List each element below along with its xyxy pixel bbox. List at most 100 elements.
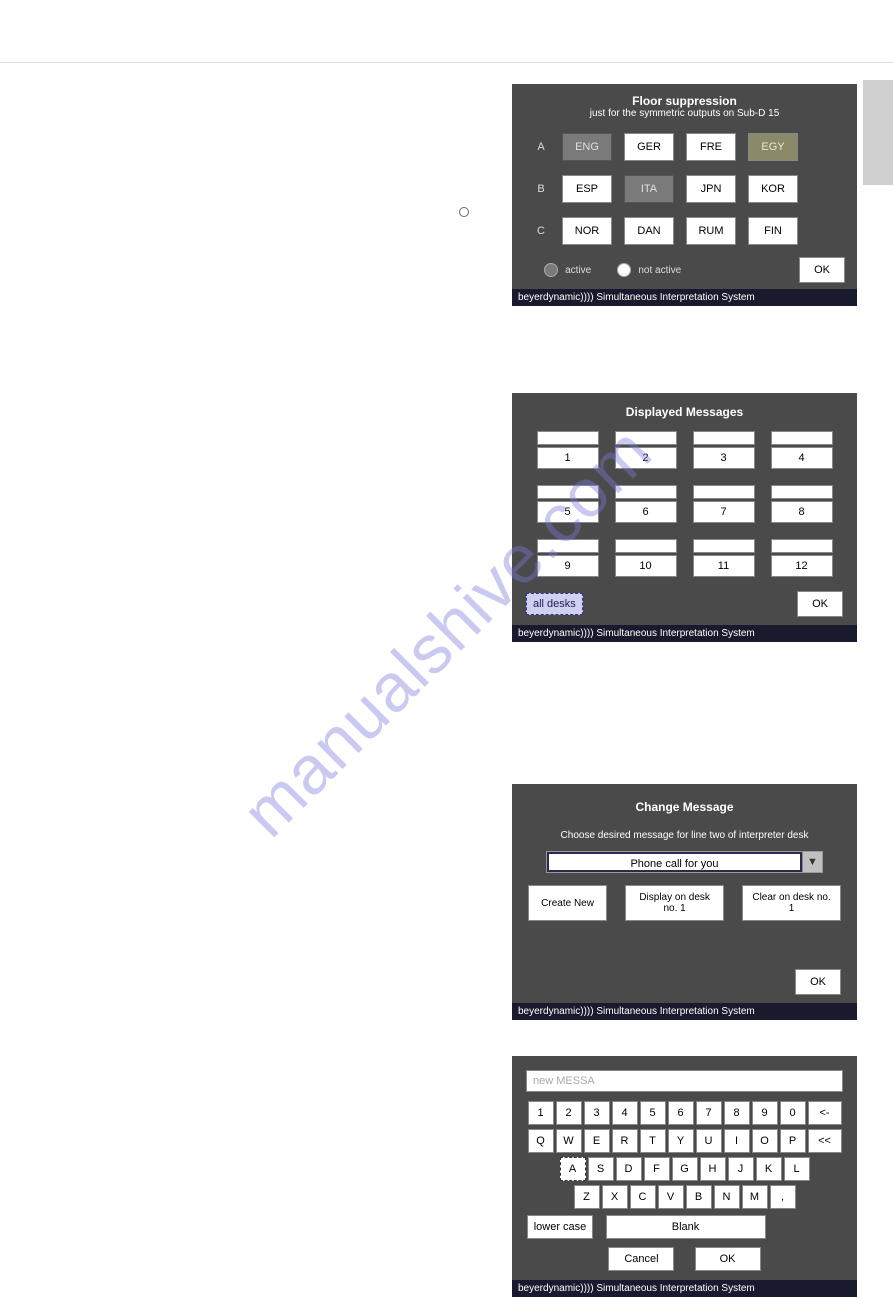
message-slot-number[interactable]: 1 <box>537 447 599 469</box>
key-5[interactable]: 5 <box>640 1101 666 1125</box>
key-x[interactable]: X <box>602 1185 628 1209</box>
key-2[interactable]: 2 <box>556 1101 582 1125</box>
ok-button[interactable]: OK <box>799 257 845 283</box>
panel-keyboard: new MESSA 1234567890<- QWERTYUIOP<< ASDFGH… <box>512 1056 857 1297</box>
chevron-down-icon[interactable]: ▼ <box>802 852 822 872</box>
legend-notactive-label: not active <box>638 265 681 276</box>
message-input[interactable]: new MESSA <box>526 1070 843 1092</box>
message-slot-9[interactable]: 9 <box>537 539 599 577</box>
language-button-fre[interactable]: FRE <box>686 133 736 161</box>
all-desks-button[interactable]: all desks <box>526 593 583 615</box>
message-select[interactable]: Phone call for you ▼ <box>546 851 823 873</box>
language-button-dan[interactable]: DAN <box>624 217 674 245</box>
message-slot-display <box>693 431 755 445</box>
language-button-eng[interactable]: ENG <box>562 133 612 161</box>
key-,[interactable]: , <box>770 1185 796 1209</box>
message-slot-display <box>771 431 833 445</box>
key-a[interactable]: A <box>560 1157 586 1181</box>
key-m[interactable]: M <box>742 1185 768 1209</box>
clear-on-desk-button[interactable]: Clear on desk no. 1 <box>742 885 841 921</box>
language-button-fin[interactable]: FIN <box>748 217 798 245</box>
key-g[interactable]: G <box>672 1157 698 1181</box>
key-i[interactable]: I <box>724 1129 750 1153</box>
key-q[interactable]: Q <box>528 1129 554 1153</box>
key-n[interactable]: N <box>714 1185 740 1209</box>
key-e[interactable]: E <box>584 1129 610 1153</box>
message-slot-7[interactable]: 7 <box>693 485 755 523</box>
message-slot-number[interactable]: 8 <box>771 501 833 523</box>
lowercase-button[interactable]: lower case <box>527 1215 593 1239</box>
ok-button[interactable]: OK <box>795 969 841 995</box>
key-y[interactable]: Y <box>668 1129 694 1153</box>
ok-button[interactable]: OK <box>797 591 843 617</box>
key-o[interactable]: O <box>752 1129 778 1153</box>
message-slot-number[interactable]: 12 <box>771 555 833 577</box>
key-w[interactable]: W <box>556 1129 582 1153</box>
language-button-egy[interactable]: EGY <box>748 133 798 161</box>
message-slot-10[interactable]: 10 <box>615 539 677 577</box>
key-6[interactable]: 6 <box>668 1101 694 1125</box>
display-on-desk-button[interactable]: Display on desk no. 1 <box>625 885 724 921</box>
message-slot-number[interactable]: 3 <box>693 447 755 469</box>
message-slot-display <box>537 485 599 499</box>
key-<-[interactable]: <- <box>808 1101 842 1125</box>
key-s[interactable]: S <box>588 1157 614 1181</box>
language-button-ger[interactable]: GER <box>624 133 674 161</box>
blank-key[interactable]: Blank <box>606 1215 766 1239</box>
key-u[interactable]: U <box>696 1129 722 1153</box>
language-button-kor[interactable]: KOR <box>748 175 798 203</box>
key-v[interactable]: V <box>658 1185 684 1209</box>
legend-active-icon <box>544 263 558 277</box>
key-4[interactable]: 4 <box>612 1101 638 1125</box>
key-r[interactable]: R <box>612 1129 638 1153</box>
key-j[interactable]: J <box>728 1157 754 1181</box>
cancel-button[interactable]: Cancel <box>608 1247 674 1271</box>
message-slot-6[interactable]: 6 <box>615 485 677 523</box>
language-button-esp[interactable]: ESP <box>562 175 612 203</box>
message-slot-number[interactable]: 5 <box>537 501 599 523</box>
message-slot-number[interactable]: 11 <box>693 555 755 577</box>
key-c[interactable]: C <box>630 1185 656 1209</box>
panel-footer: beyerdynamic)))) Simultaneous Interpreta… <box>512 289 857 306</box>
key-9[interactable]: 9 <box>752 1101 778 1125</box>
message-slot-12[interactable]: 12 <box>771 539 833 577</box>
key-z[interactable]: Z <box>574 1185 600 1209</box>
key-k[interactable]: K <box>756 1157 782 1181</box>
message-slot-4[interactable]: 4 <box>771 431 833 469</box>
key-d[interactable]: D <box>616 1157 642 1181</box>
message-slot-8[interactable]: 8 <box>771 485 833 523</box>
message-slot-11[interactable]: 11 <box>693 539 755 577</box>
key-h[interactable]: H <box>700 1157 726 1181</box>
key-b[interactable]: B <box>686 1185 712 1209</box>
message-slot-2[interactable]: 2 <box>615 431 677 469</box>
key-8[interactable]: 8 <box>724 1101 750 1125</box>
key-p[interactable]: P <box>780 1129 806 1153</box>
key-<<[interactable]: << <box>808 1129 842 1153</box>
message-slot-display <box>615 539 677 553</box>
key-l[interactable]: L <box>784 1157 810 1181</box>
message-slot-number[interactable]: 9 <box>537 555 599 577</box>
key-f[interactable]: F <box>644 1157 670 1181</box>
message-slot-number[interactable]: 7 <box>693 501 755 523</box>
message-slot-display <box>771 485 833 499</box>
message-slot-5[interactable]: 5 <box>537 485 599 523</box>
ok-button[interactable]: OK <box>695 1247 761 1271</box>
row-label: B <box>532 183 550 195</box>
message-slot-number[interactable]: 4 <box>771 447 833 469</box>
message-slot-number[interactable]: 6 <box>615 501 677 523</box>
key-7[interactable]: 7 <box>696 1101 722 1125</box>
create-new-button[interactable]: Create New <box>528 885 607 921</box>
language-button-nor[interactable]: NOR <box>562 217 612 245</box>
message-slot-3[interactable]: 3 <box>693 431 755 469</box>
message-slot-1[interactable]: 1 <box>537 431 599 469</box>
language-button-jpn[interactable]: JPN <box>686 175 736 203</box>
language-button-ita[interactable]: ITA <box>624 175 674 203</box>
key-3[interactable]: 3 <box>584 1101 610 1125</box>
message-slot-number[interactable]: 10 <box>615 555 677 577</box>
message-slot-number[interactable]: 2 <box>615 447 677 469</box>
key-1[interactable]: 1 <box>528 1101 554 1125</box>
panel-displayed-messages: Displayed Messages 123456789101112 all d… <box>512 393 857 642</box>
key-t[interactable]: T <box>640 1129 666 1153</box>
key-0[interactable]: 0 <box>780 1101 806 1125</box>
language-button-rum[interactable]: RUM <box>686 217 736 245</box>
